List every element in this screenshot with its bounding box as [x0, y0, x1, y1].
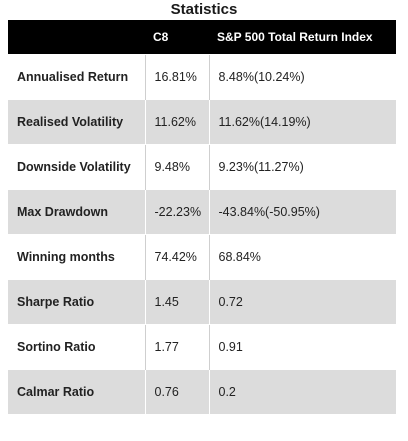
c8-value: 1.77 [144, 323, 209, 369]
metric-label: Downside Volatility [8, 143, 145, 189]
header-metric [8, 20, 145, 54]
table-title: Statistics [170, 1, 238, 18]
table-row: Realised Volatility 11.62% 11.62%(14.19%… [8, 98, 396, 144]
sp500-value: 68.84% [208, 233, 396, 279]
sp500-value: 9.23%(11.27%) [208, 143, 396, 189]
table-row: Sharpe Ratio 1.45 0.72 [8, 278, 396, 324]
metric-label: Realised Volatility [8, 98, 145, 144]
header-sp500: S&P 500 Total Return Index [209, 20, 396, 54]
metric-label: Sharpe Ratio [8, 278, 145, 324]
c8-value: 74.42% [144, 233, 209, 279]
c8-value: -22.23% [144, 188, 209, 234]
table-row: Calmar Ratio 0.76 0.2 [8, 368, 396, 414]
metric-label: Calmar Ratio [8, 368, 145, 414]
table-row: Sortino Ratio 1.77 0.91 [8, 323, 396, 369]
metric-label: Sortino Ratio [8, 323, 145, 369]
header-c8: C8 [145, 20, 209, 54]
sp500-value: -43.84%(-50.95%) [208, 188, 396, 234]
sp500-value: 11.62%(14.19%) [208, 98, 396, 144]
sp500-value: 8.48%(10.24%) [208, 53, 396, 99]
c8-value: 0.76 [144, 368, 209, 414]
table-row: Annualised Return 16.81% 8.48%(10.24%) [8, 53, 396, 99]
metric-label: Max Drawdown [8, 188, 145, 234]
metric-label: Winning months [8, 233, 145, 279]
sp500-value: 0.91 [208, 323, 396, 369]
sp500-value: 0.2 [208, 368, 396, 414]
table-header-row: C8 S&P 500 Total Return Index [8, 20, 396, 54]
sp500-value: 0.72 [208, 278, 396, 324]
table-row: Downside Volatility 9.48% 9.23%(11.27%) [8, 143, 396, 189]
c8-value: 16.81% [144, 53, 209, 99]
c8-value: 1.45 [144, 278, 209, 324]
c8-value: 11.62% [144, 98, 209, 144]
metric-label: Annualised Return [8, 53, 145, 99]
table-row: Max Drawdown -22.23% -43.84%(-50.95%) [8, 188, 396, 234]
c8-value: 9.48% [144, 143, 209, 189]
table-row: Winning months 74.42% 68.84% [8, 233, 396, 279]
statistics-table: C8 S&P 500 Total Return Index Annualised… [8, 20, 396, 414]
